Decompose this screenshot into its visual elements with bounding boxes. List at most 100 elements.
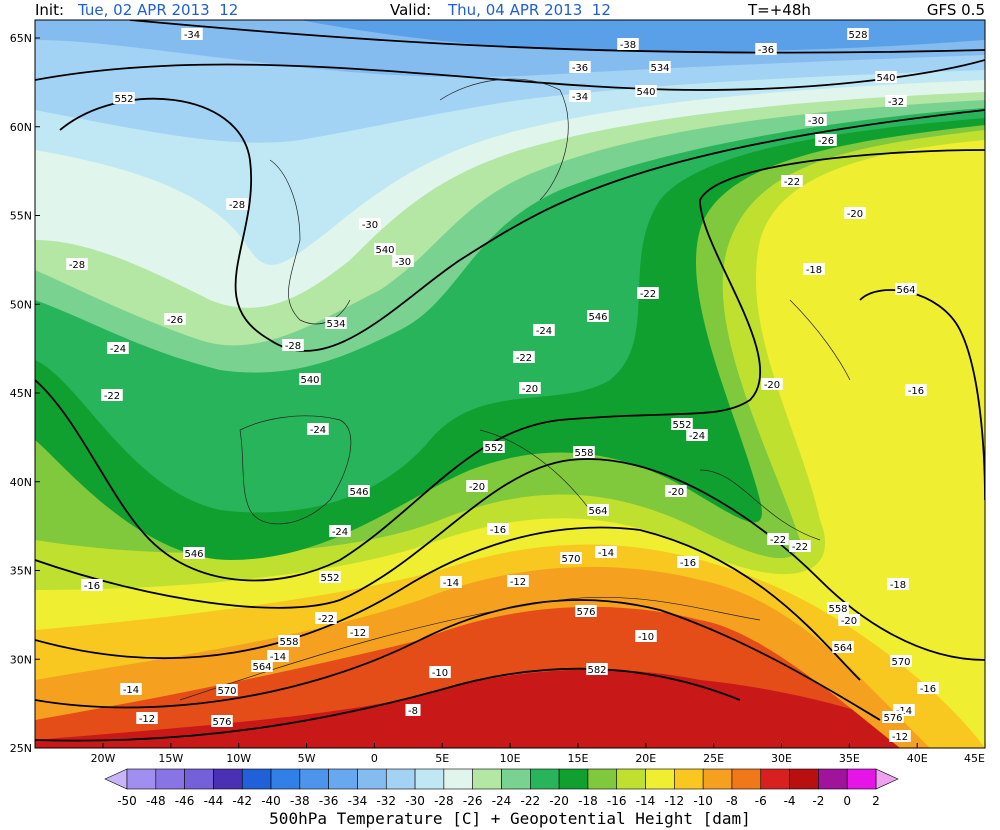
contour-label-box <box>635 85 657 97</box>
contour-label-box <box>917 682 939 694</box>
contour-label-box <box>875 71 897 83</box>
contour-label-box <box>519 382 541 394</box>
colorbar-box <box>213 768 243 790</box>
contour-label-box <box>617 38 639 50</box>
colorbar-tick-label: -30 <box>405 794 425 808</box>
contour-label-box <box>887 578 909 590</box>
contour-label: -24 <box>536 326 552 337</box>
contour-label: 534 <box>326 319 345 330</box>
colorbar-box <box>702 768 733 790</box>
contour-label-box <box>671 418 693 430</box>
contour-label: -16 <box>920 684 936 695</box>
contour-label: 576 <box>576 607 595 618</box>
lat-label: 45N <box>10 387 32 400</box>
contour-label: 540 <box>876 73 895 84</box>
colorbar: -50 -48 -46 -44 -42 -40 -38 -36 -34 -32 -30 -28 -26-… <box>104 768 899 808</box>
colorbar-box <box>155 768 185 790</box>
lon-label: 0 <box>371 752 378 765</box>
colorbar-tick-label: -18 <box>578 794 598 808</box>
lon-label: 20W <box>91 752 116 765</box>
colorbar-tick-label: -32 <box>376 794 396 808</box>
contour-label: -22 <box>318 614 334 625</box>
lat-label: 55N <box>10 210 32 223</box>
contour-label: -20 <box>764 380 780 391</box>
contour-label-box <box>827 602 849 614</box>
contour-label-box <box>513 351 535 363</box>
contour-label: -20 <box>469 482 485 493</box>
contour-label-box <box>164 313 186 325</box>
contour-label-box <box>890 655 912 667</box>
contour-label-box <box>319 571 341 583</box>
lead-time: T=+48h <box>747 1 811 19</box>
contour-label-box <box>560 552 582 564</box>
colorbar-tick-label: -22 <box>521 794 541 808</box>
contour-label: -32 <box>888 97 904 108</box>
contour-label: 564 <box>588 506 607 517</box>
colorbar-tick-label: -34 <box>348 794 368 808</box>
colorbar-tick-label: -14 <box>636 794 656 808</box>
lat-label: 25N <box>10 742 32 755</box>
contour-label-box <box>299 373 321 385</box>
contour-label: -22 <box>792 542 808 553</box>
contour-label-box <box>789 540 811 552</box>
contour-label-box <box>107 342 129 354</box>
colorbar-tick-label: -42 <box>232 794 252 808</box>
contour-label: 546 <box>184 549 203 560</box>
contour-label: -14 <box>443 578 459 589</box>
contour-label-box <box>392 255 414 267</box>
colorbar-tick-label: 0 <box>843 794 851 808</box>
colorbar-tick-label: -10 <box>693 794 713 808</box>
lon-label: 20E <box>635 752 656 765</box>
contour-label: -24 <box>689 431 705 442</box>
contour-label: -28 <box>229 200 245 211</box>
contour-label: -26 <box>167 315 183 326</box>
contour-label: -22 <box>516 353 532 364</box>
header: Init: Tue, 02 APR 2013 12 Valid: Thu, 04… <box>35 1 985 19</box>
contour-label: -16 <box>84 581 100 592</box>
contour-label: 570 <box>561 554 580 565</box>
axis-labels: 65N 60N 55N 50N 45N 40N 35N 30N 25N 20W 15W 10W 5W 0 5… <box>10 32 986 765</box>
contour-label-box <box>282 339 304 351</box>
colorbar-box <box>270 768 301 790</box>
valid-label: Valid: <box>390 1 431 19</box>
colorbar-tick-label: -20 <box>549 794 569 808</box>
contour-label-box <box>120 683 142 695</box>
contour-label-box <box>844 207 866 219</box>
contour-label-box <box>815 134 837 146</box>
contour-label-box <box>686 429 708 441</box>
colorbar-tick-label: 2 <box>872 794 880 808</box>
lon-label: 10E <box>500 752 521 765</box>
contour-label: -20 <box>522 384 538 395</box>
contour-label: 564 <box>896 285 915 296</box>
contour-label: 582 <box>587 665 606 676</box>
contour-label-box <box>885 95 907 107</box>
colorbar-caption: 500hPa Temperature [C] + Geopotential He… <box>269 809 751 828</box>
contour-label-box <box>533 324 555 336</box>
colorbar-box <box>299 768 329 790</box>
contour-label-box <box>267 650 289 662</box>
contour-label: -36 <box>758 45 774 56</box>
init-time: Tue, 02 APR 2013 12 <box>77 1 238 19</box>
contour-label-box <box>81 579 103 591</box>
temperature-field <box>35 20 985 748</box>
valid-time: Thu, 04 APR 2013 12 <box>447 1 611 19</box>
contour-label-box <box>889 730 911 742</box>
colorbar-box <box>184 768 214 790</box>
colorbar-tick-label: -46 <box>175 794 195 808</box>
contour-label-box <box>665 485 687 497</box>
contour-label-box <box>767 533 789 545</box>
colorbar-box <box>357 768 387 790</box>
lat-label: 40N <box>10 476 32 489</box>
colorbar-box <box>818 768 848 790</box>
contour-label-box <box>882 711 904 723</box>
contour-label: 570 <box>891 657 910 668</box>
contour-label: -34 <box>184 30 200 41</box>
contour-label: 540 <box>375 245 394 256</box>
colorbar-box <box>241 768 272 790</box>
contour-label: -24 <box>332 527 348 538</box>
colorbar-high-arrow <box>875 768 899 790</box>
colorbar-low-arrow <box>104 768 128 790</box>
contour-label-box <box>649 61 671 73</box>
contour-label-box <box>429 666 451 678</box>
